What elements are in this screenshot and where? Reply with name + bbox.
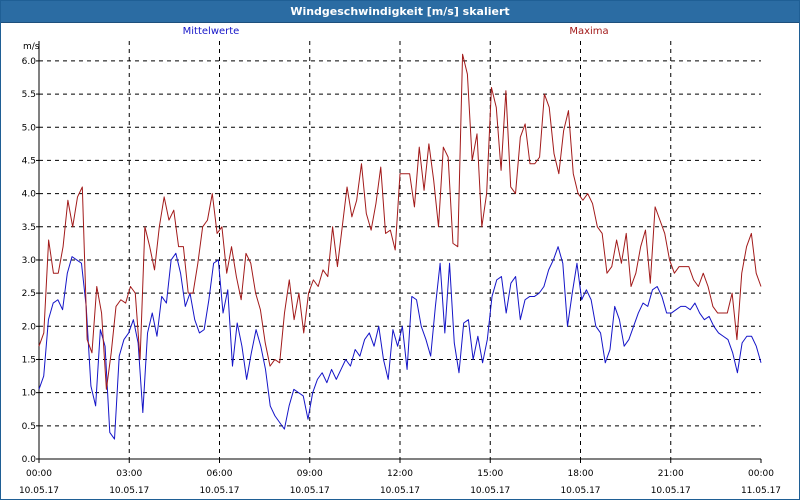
x-tick-date: 10.05.17: [290, 486, 330, 496]
y-tick-label: 3.5: [22, 223, 36, 233]
y-tick-label: 1.0: [22, 389, 37, 399]
y-tick-label: 5.5: [22, 90, 36, 100]
chart-title: Windgeschwindigkeit [m/s] skaliert: [1, 1, 799, 23]
legend-mittelwerte: Mittelwerte: [183, 26, 240, 37]
legend-maxima: Maxima: [569, 26, 608, 37]
y-tick-label: 2.5: [22, 289, 36, 299]
x-tick-time: 21:00: [658, 469, 684, 479]
x-tick-date: 10.05.17: [651, 486, 691, 496]
x-tick-time: 12:00: [387, 469, 413, 479]
x-tick-date: 10.05.17: [199, 486, 239, 496]
x-tick-time: 00:00: [748, 469, 774, 479]
x-tick-labels: 00:00 10.05.17 03:00 10.05.17 06:00 10.05.17 0…: [19, 469, 781, 496]
y-tick-label: 4.5: [22, 156, 36, 166]
x-tick-date: 10.05.17: [470, 486, 510, 496]
x-tick-time: 06:00: [207, 469, 233, 479]
y-tick-labels: 0.0 0.5 1.0 1.5 2.0 2.5 3.0 3.5 4.0 4.5 5.0 5.5 6.0: [22, 57, 37, 465]
y-tick-label: 0.0: [22, 455, 37, 465]
x-tick-date: 10.05.17: [380, 486, 420, 496]
x-tick-date: 11.05.17: [741, 486, 781, 496]
y-tick-label: 4.0: [22, 190, 37, 200]
series-lines: [38, 53, 762, 440]
x-tick-time: 09:00: [297, 469, 323, 479]
series-line-maxima: [38, 53, 762, 390]
y-tick-label: 3.0: [22, 256, 37, 266]
x-tick-date: 10.05.17: [560, 486, 600, 496]
axes: [36, 41, 762, 463]
y-tick-label: 5.0: [22, 123, 37, 133]
y-tick-label: 2.0: [22, 322, 37, 332]
y-tick-label: 0.5: [22, 422, 36, 432]
x-tick-time: 00:00: [26, 469, 52, 479]
x-tick-time: 18:00: [568, 469, 594, 479]
y-tick-label: 1.5: [22, 355, 36, 365]
y-axis-unit: m/s: [23, 42, 40, 52]
series-line-mittelwerte: [38, 246, 762, 440]
x-tick-date: 10.05.17: [19, 486, 59, 496]
x-tick-time: 15:00: [477, 469, 503, 479]
y-tick-label: 6.0: [22, 57, 37, 67]
x-tick-time: 03:00: [116, 469, 142, 479]
x-tick-date: 10.05.17: [109, 486, 149, 496]
